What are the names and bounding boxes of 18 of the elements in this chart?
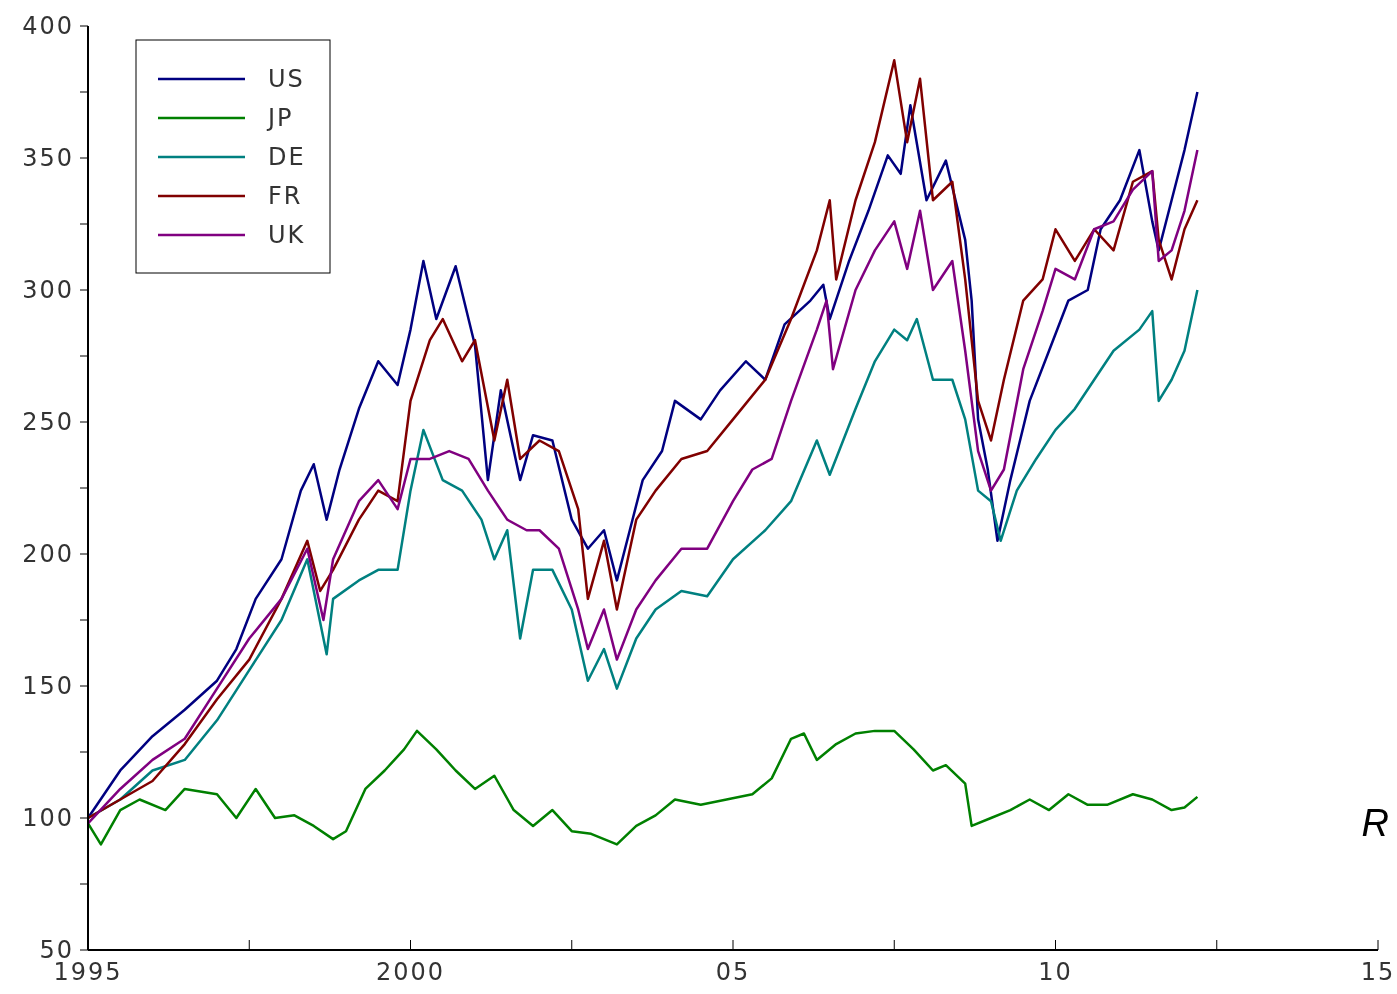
x-tick-label: 05	[715, 958, 751, 986]
x-tick-label: 15	[1360, 958, 1396, 986]
y-tick-label: 150	[22, 672, 74, 701]
line-series	[86, 729, 1199, 846]
x-tick-label: 2000	[375, 958, 446, 986]
legend-label: UK	[268, 221, 306, 250]
annotation: R	[1361, 802, 1389, 844]
x-tick-label: 10	[1038, 958, 1073, 986]
legend-label: JP	[266, 104, 294, 133]
y-tick-label: 100	[22, 804, 74, 833]
legend-label: FR	[268, 182, 303, 211]
y-tick-label: 400	[22, 12, 74, 41]
y-tick-label: 250	[22, 408, 74, 437]
legend-label: US	[268, 65, 305, 94]
y-tick-label: 200	[22, 540, 74, 569]
y-tick-label: 300	[22, 276, 74, 305]
y-tick-label: 350	[22, 144, 74, 173]
legend-label: DE	[268, 143, 306, 172]
